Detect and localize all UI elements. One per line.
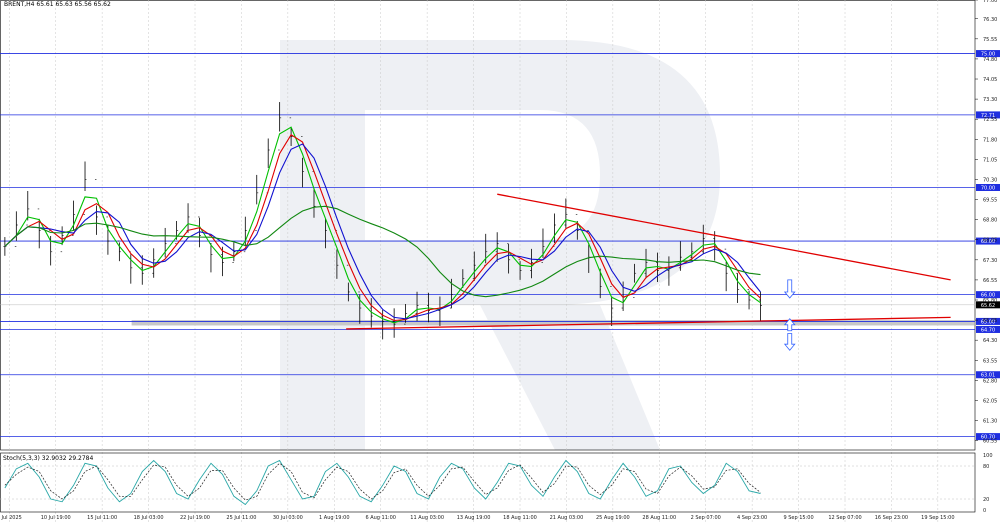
level-label-box — [976, 433, 1000, 441]
level-label-box — [976, 371, 1000, 379]
time-tick-label: 10 Jul 19:00 — [41, 515, 71, 521]
stoch-tick-label: 20 — [983, 497, 989, 503]
stochastic-label: Stoch(5,3,3) 32.9032 29.2784 — [3, 455, 94, 462]
level-label-box — [976, 184, 1000, 191]
price-tick-label: 61.30 — [983, 419, 997, 425]
stoch-tick-label: 0 — [983, 508, 986, 514]
current-price-box — [976, 301, 1000, 309]
price-tick-label: 69.55 — [983, 198, 997, 204]
level-label-text: 72.71 — [981, 113, 995, 119]
trendlines — [346, 193, 951, 351]
trendline-support — [346, 316, 951, 330]
down-arrow-2 — [783, 333, 796, 351]
price-tick-label: 71.05 — [983, 157, 997, 163]
price-tick-label: 75.55 — [983, 37, 997, 43]
stoch-main-line — [4, 459, 761, 506]
time-tick-label: 9 Sep 15:00 — [783, 515, 813, 521]
level-label-box — [976, 111, 1000, 119]
current-price-label: 65.62 — [981, 303, 995, 309]
ma-medium-red — [4, 134, 761, 322]
level-label-text: 66.00 — [981, 293, 995, 299]
time-tick-label: 4 Sep 23:00 — [737, 515, 767, 521]
time-tick-label: 22 Jul 19:00 — [180, 515, 210, 521]
chart-title: BRENT,H4 65.61 65.63 65.56 65.62 — [4, 1, 111, 8]
level-label-box — [976, 237, 1000, 245]
stochastic-frame — [0, 452, 976, 513]
price-tick-label: 67.30 — [983, 258, 997, 264]
price-tick-label: 63.55 — [983, 358, 997, 364]
time-tick-label: 13 Aug 19:00 — [457, 515, 491, 521]
time-axis: 8 Jul 2025 10 Jul 19:00 15 Jul 11:00 18 Jul… — [0, 515, 955, 521]
price-series — [3, 102, 762, 340]
price-tick-label: 65.05 — [983, 318, 997, 324]
down-arrow-1 — [783, 279, 796, 299]
time-tick-label: 18 Jul 03:00 — [134, 515, 164, 521]
price-tick-label: 77.00 — [983, 0, 997, 4]
time-tick-label: 18 Aug 11:00 — [503, 515, 537, 521]
price-tick-label: 65.80 — [983, 298, 997, 304]
trendline-resistance — [497, 193, 951, 281]
price-tick-label: 72.55 — [983, 117, 997, 123]
level-label-box — [976, 50, 1000, 58]
level-label-box — [976, 325, 1000, 333]
ma-slow-blue — [4, 143, 761, 320]
level-label-text: 63.01 — [981, 373, 995, 379]
time-tick-label: 25 Jul 11:00 — [226, 515, 256, 521]
price-tick-label: 70.30 — [983, 177, 997, 183]
time-tick-label: 30 Jul 03:00 — [273, 515, 303, 521]
level-label-text: 75.00 — [981, 52, 995, 58]
price-tick-label: 76.30 — [983, 17, 997, 23]
price-axis: 77.00 76.30 75.55 74.80 74.05 73.30 72.55 71.80… — [975, 0, 997, 445]
ma-long-darkgreen — [4, 205, 761, 298]
price-tick-label: 66.55 — [983, 278, 997, 284]
level-label-text: 65.00 — [981, 319, 995, 325]
price-tick-label: 71.80 — [983, 137, 997, 143]
support-zone-band — [131, 320, 975, 326]
price-tick-label: 73.30 — [983, 97, 997, 103]
level-label-text: 60.70 — [981, 435, 995, 441]
horizontal-levels: 75.00 72.71 70.00 68.00 66.00 65.00 64.70 63.01… — [0, 50, 1000, 441]
stoch-signal-line — [4, 462, 761, 501]
price-tick-label: 68.05 — [983, 238, 997, 244]
time-tick-label: 11 Aug 03:00 — [410, 515, 444, 521]
watermark-logo — [280, 40, 720, 450]
time-tick-label: 12 Sep 07:00 — [828, 515, 861, 521]
stochastic-panel: 100 80 20 0 — [0, 452, 993, 514]
level-label-box — [976, 317, 1000, 325]
plot-frame — [0, 0, 976, 451]
stoch-tick-label: 80 — [983, 464, 989, 470]
price-tick-label: 60.55 — [983, 439, 997, 445]
time-tick-label: 16 Sep 23:00 — [875, 515, 908, 521]
price-tick-label: 68.80 — [983, 218, 997, 224]
time-tick-label: 15 Jul 11:00 — [87, 515, 117, 521]
time-tick-label: 8 Jul 2025 — [0, 515, 22, 521]
price-tick-label: 62.05 — [983, 398, 997, 404]
price-tick-label: 64.30 — [983, 338, 997, 344]
price-tick-label: 62.80 — [983, 378, 997, 384]
time-tick-label: 19 Sep 15:00 — [921, 515, 954, 521]
ma-fast-green — [4, 126, 761, 324]
time-tick-label: 1 Aug 19:00 — [319, 515, 350, 521]
level-label-box — [976, 291, 1000, 299]
stoch-tick-label: 100 — [983, 453, 993, 459]
level-label-text: 64.70 — [981, 327, 995, 333]
time-tick-label: 6 Aug 11:00 — [365, 515, 396, 521]
price-tick-label: 74.80 — [983, 57, 997, 63]
time-tick-label: 25 Aug 19:00 — [596, 515, 630, 521]
price-tick-label: 74.05 — [983, 77, 997, 83]
time-tick-label: 21 Aug 03:00 — [550, 515, 584, 521]
time-tick-label: 28 Aug 11:00 — [642, 515, 676, 521]
time-tick-label: 2 Sep 07:00 — [691, 515, 721, 521]
level-label-text: 68.00 — [981, 239, 995, 245]
level-label-text: 70.00 — [981, 186, 995, 192]
up-arrow — [783, 318, 796, 332]
